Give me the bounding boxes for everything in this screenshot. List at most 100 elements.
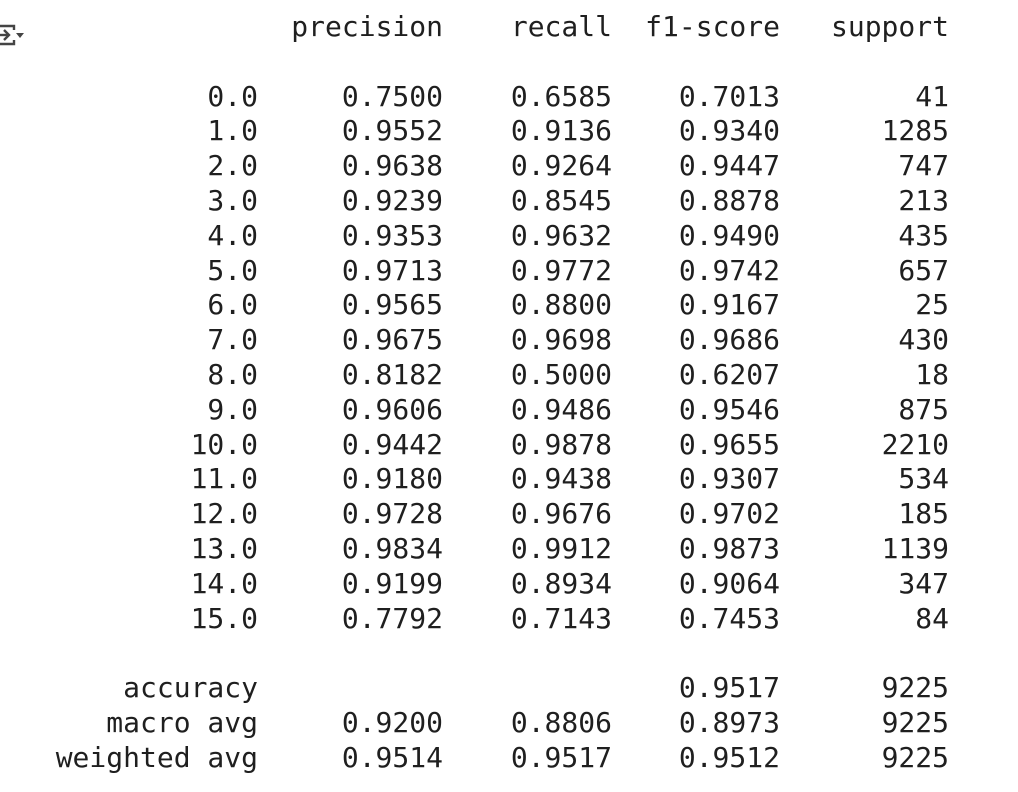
precision-value: 0.8182 — [341, 357, 443, 391]
recall-value: 0.9878 — [510, 427, 612, 461]
precision-value: 0.9353 — [341, 218, 443, 252]
table-row: 7.0 0.9675 0.9698 0.9686 430 — [0, 323, 1018, 358]
f1-score-value: 0.9546 — [678, 392, 780, 426]
recall-value: 0.9438 — [510, 462, 612, 496]
row-label: 3.0 — [207, 183, 258, 217]
summary-row: accuracy 0.9517 9225 — [0, 671, 1018, 706]
table-row: 3.0 0.9239 0.8545 0.8878 213 — [0, 184, 1018, 219]
table-row: 5.0 0.9713 0.9772 0.9742 657 — [0, 254, 1018, 289]
spacer — [0, 45, 1018, 80]
f1-score-value: 0.9340 — [678, 114, 780, 148]
row-label: accuracy — [123, 671, 258, 705]
row-label: 4.0 — [207, 218, 258, 252]
row-label: 8.0 — [207, 357, 258, 391]
summary-rows: accuracy 0.9517 9225 macro avg 0.9200 0.8806 0… — [0, 671, 1018, 775]
recall-value: 0.6585 — [510, 79, 612, 113]
row-label: 0.0 — [207, 79, 258, 113]
table-row: 6.0 0.9565 0.8800 0.9167 25 — [0, 288, 1018, 323]
recall-value: 0.9264 — [510, 149, 612, 183]
support-value: 25 — [915, 288, 949, 322]
table-row: 1.0 0.9552 0.9136 0.9340 1285 — [0, 114, 1018, 149]
precision-value: 0.9606 — [341, 392, 443, 426]
header-support: support — [830, 10, 949, 43]
precision-value: 0.7792 — [341, 601, 443, 635]
precision-value: 0.9514 — [341, 740, 443, 774]
f1-score-value: 0.6207 — [678, 357, 780, 391]
f1-score-value: 0.9655 — [678, 427, 780, 461]
recall-value: 0.9698 — [510, 323, 612, 357]
precision-value: 0.9728 — [341, 497, 443, 531]
support-value: 747 — [898, 149, 949, 183]
table-row: 11.0 0.9180 0.9438 0.9307 534 — [0, 462, 1018, 497]
row-label: 1.0 — [207, 114, 258, 148]
precision-value: 0.9638 — [341, 149, 443, 183]
output-menu-button[interactable] — [0, 22, 28, 48]
row-label: 13.0 — [190, 531, 258, 565]
precision-value: 0.9713 — [341, 253, 443, 287]
f1-score-value: 0.7453 — [678, 601, 780, 635]
support-value: 9225 — [881, 705, 949, 739]
f1-score-value: 0.9167 — [678, 288, 780, 322]
recall-value: 0.8800 — [510, 288, 612, 322]
f1-score-value: 0.9702 — [678, 497, 780, 531]
table-row: 8.0 0.8182 0.5000 0.6207 18 — [0, 358, 1018, 393]
f1-score-value: 0.9686 — [678, 323, 780, 357]
header-f1-score: f1-score — [645, 10, 780, 43]
table-row: 13.0 0.9834 0.9912 0.9873 1139 — [0, 532, 1018, 567]
f1-score-value: 0.9742 — [678, 253, 780, 287]
recall-value: 0.8545 — [510, 183, 612, 217]
f1-score-value: 0.9447 — [678, 149, 780, 183]
f1-score-value: 0.9064 — [678, 566, 780, 600]
recall-value: 0.9486 — [510, 392, 612, 426]
row-label: 7.0 — [207, 323, 258, 357]
table-row: 12.0 0.9728 0.9676 0.9702 185 — [0, 497, 1018, 532]
precision-value: 0.9199 — [341, 566, 443, 600]
support-value: 430 — [898, 323, 949, 357]
spacer — [0, 636, 1018, 671]
precision-value: 0.9442 — [341, 427, 443, 461]
table-row: 10.0 0.9442 0.9878 0.9655 2210 — [0, 428, 1018, 463]
table-row: 0.0 0.7500 0.6585 0.7013 41 — [0, 80, 1018, 115]
table-row: 9.0 0.9606 0.9486 0.9546 875 — [0, 393, 1018, 428]
summary-row: weighted avg 0.9514 0.9517 0.9512 9225 — [0, 741, 1018, 776]
table-row: 4.0 0.9353 0.9632 0.9490 435 — [0, 219, 1018, 254]
header-precision: precision — [291, 10, 443, 43]
table-row: 14.0 0.9199 0.8934 0.9064 347 — [0, 567, 1018, 602]
summary-row: macro avg 0.9200 0.8806 0.8973 9225 — [0, 706, 1018, 741]
f1-score-value: 0.9517 — [678, 671, 780, 705]
recall-value: 0.9676 — [510, 497, 612, 531]
row-label: 15.0 — [190, 601, 258, 635]
precision-value: 0.9834 — [341, 531, 443, 565]
support-value: 875 — [898, 392, 949, 426]
support-value: 534 — [898, 462, 949, 496]
recall-value: 0.8934 — [510, 566, 612, 600]
precision-value: 0.7500 — [341, 79, 443, 113]
table-row: 2.0 0.9638 0.9264 0.9447 747 — [0, 149, 1018, 184]
row-label: 6.0 — [207, 288, 258, 322]
classification-report: precision recall f1-score support 0.0 0.7… — [0, 10, 1018, 776]
support-value: 657 — [898, 253, 949, 287]
recall-value: 0.9912 — [510, 531, 612, 565]
support-value: 435 — [898, 218, 949, 252]
support-value: 41 — [915, 79, 949, 113]
recall-value: 0.9632 — [510, 218, 612, 252]
f1-score-value: 0.8878 — [678, 183, 780, 217]
row-label: macro avg — [106, 705, 258, 739]
f1-score-value: 0.7013 — [678, 79, 780, 113]
class-rows: 0.0 0.7500 0.6585 0.7013 41 1.0 0.9552 0.9136 0.… — [0, 80, 1018, 637]
support-value: 1139 — [881, 531, 949, 565]
report-header-row: precision recall f1-score support — [0, 10, 1018, 45]
precision-value: 0.9239 — [341, 183, 443, 217]
support-value: 185 — [898, 497, 949, 531]
row-label: 2.0 — [207, 149, 258, 183]
row-label: 9.0 — [207, 392, 258, 426]
row-label: 14.0 — [190, 566, 258, 600]
f1-score-value: 0.9512 — [678, 740, 780, 774]
row-label: 10.0 — [190, 427, 258, 461]
f1-score-value: 0.9490 — [678, 218, 780, 252]
support-value: 9225 — [881, 740, 949, 774]
support-value: 84 — [915, 601, 949, 635]
precision-value: 0.9180 — [341, 462, 443, 496]
support-value: 213 — [898, 183, 949, 217]
support-value: 2210 — [881, 427, 949, 461]
